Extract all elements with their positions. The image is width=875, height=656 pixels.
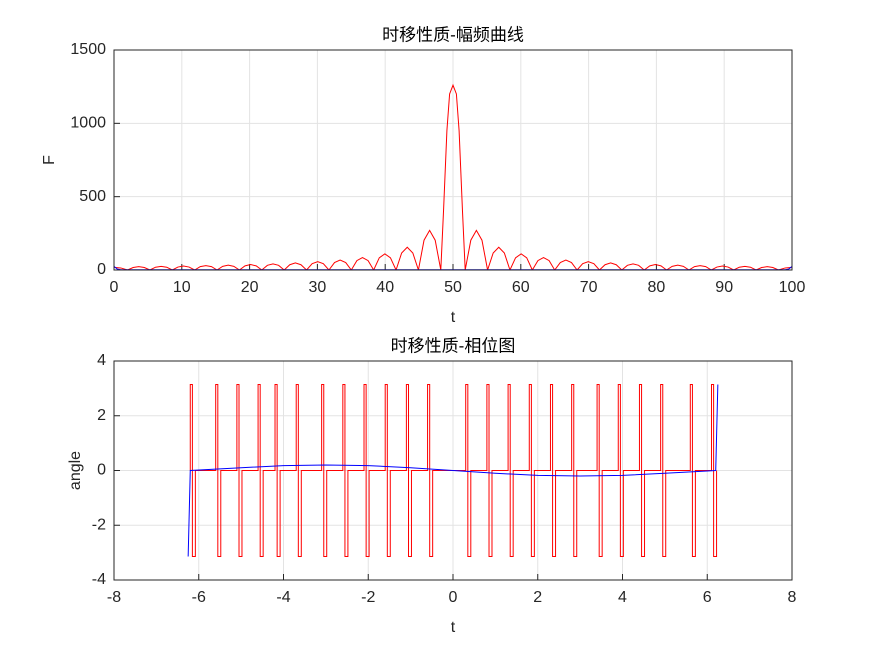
x-tick-label: -4 [276, 589, 290, 606]
data-line [187, 384, 719, 557]
x-tick-label: 30 [309, 279, 327, 296]
x-tick-label: -2 [361, 589, 375, 606]
x-tick-label: 80 [648, 279, 666, 296]
chart-title: 时移性质-幅频曲线 [382, 25, 524, 44]
y-tick-label: -2 [92, 516, 106, 533]
x-tick-label: 20 [241, 279, 259, 296]
data-line [114, 83, 792, 270]
x-tick-label: -8 [107, 589, 121, 606]
x-tick-label: -6 [192, 589, 206, 606]
y-tick-label: 1500 [70, 41, 106, 58]
x-tick-label: 0 [449, 589, 458, 606]
y-tick-label: 0 [97, 462, 106, 479]
x-tick-label: 40 [376, 279, 394, 296]
y-tick-label: 2 [97, 407, 106, 424]
x-tick-label: 0 [110, 279, 119, 296]
y-tick-label: 4 [97, 352, 106, 369]
y-tick-label: 1000 [70, 115, 106, 132]
axes-box [113, 360, 793, 581]
x-tick-label: 70 [580, 279, 598, 296]
x-tick-label: 100 [779, 279, 806, 296]
axes: -8 -6 -4 -2 0 2 4 6 8 -4 -2 0 2 4 时移性质-相位图 t angle [67, 336, 796, 636]
axes-box [113, 49, 793, 271]
chart-title: 时移性质-相位图 [391, 336, 516, 355]
x-tick-label: 50 [444, 279, 462, 296]
x-tick-label: 6 [703, 589, 712, 606]
y-tick-label: -4 [92, 571, 106, 588]
y-tick-label: 0 [97, 261, 106, 278]
x-axis-label: t [451, 619, 456, 636]
x-tick-label: 4 [618, 589, 627, 606]
x-axis-label: t [451, 309, 456, 326]
x-tick-label: 60 [512, 279, 530, 296]
x-tick-label: 2 [533, 589, 542, 606]
axes: 0 10 20 30 40 50 60 70 80 90 100050010001500时移性质-幅… [41, 25, 805, 326]
y-axis-label: angle [67, 451, 84, 490]
x-tick-label: 10 [173, 279, 191, 296]
x-tick-label: 90 [715, 279, 733, 296]
x-tick-label: 8 [788, 589, 797, 606]
y-tick-label: 500 [79, 188, 106, 205]
y-axis-label: F [41, 155, 58, 165]
